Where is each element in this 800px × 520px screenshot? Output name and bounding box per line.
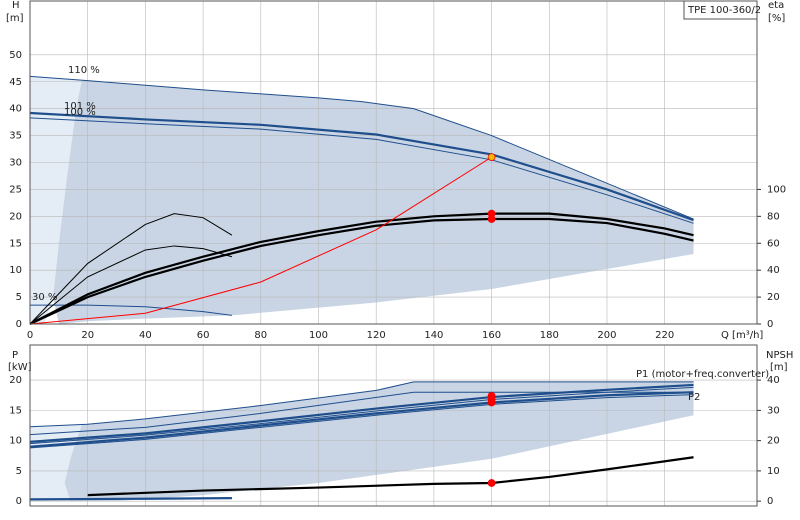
x-tick-label: 120 [367, 330, 386, 341]
plot-frame [29, 344, 758, 507]
plot-frame [29, 0, 758, 325]
curve [29, 117, 694, 224]
x-tick-label: 0 [27, 330, 33, 341]
point-marker [487, 153, 496, 162]
y2-tick-label: 100 [767, 184, 786, 195]
curve [29, 213, 233, 325]
curve [29, 383, 694, 443]
y-axis-label: P [12, 350, 18, 361]
curve [29, 497, 232, 501]
y2-axis-label: NPSH [766, 350, 793, 361]
x-tick-label: 100 [309, 330, 328, 341]
curve [29, 394, 694, 449]
y-tick-label: 45 [9, 77, 22, 88]
x-tick-label: 180 [540, 330, 559, 341]
y2-axis-label: eta [768, 0, 784, 11]
y-tick-label: 5 [16, 292, 22, 303]
point-marker [487, 479, 496, 487]
y2-tick-label: 0 [767, 496, 773, 507]
y-tick-label: 20 [9, 375, 22, 386]
curve [29, 381, 694, 428]
y2-tick-label: 60 [767, 238, 780, 249]
curve [29, 111, 694, 222]
y-tick-label: 35 [9, 131, 22, 142]
x-tick-label: 140 [424, 330, 443, 341]
y-axis-unit: [m] [6, 13, 24, 24]
operating-range [64, 381, 694, 502]
y-tick-label: 5 [16, 466, 22, 477]
y2-tick-label: 0 [767, 319, 773, 330]
curve-label: 110 % [68, 65, 100, 76]
curve [87, 456, 694, 497]
y-tick-label: 0 [16, 496, 22, 507]
curve [29, 217, 694, 325]
curve [29, 156, 492, 325]
operating-range [30, 76, 82, 324]
y-tick-label: 20 [9, 211, 22, 222]
y2-axis-unit: [m] [770, 362, 788, 373]
y-tick-label: 10 [9, 436, 22, 447]
y-tick-label: 50 [9, 50, 22, 61]
y2-tick-label: 20 [767, 436, 780, 447]
operating-range [53, 80, 694, 324]
point-marker [487, 215, 496, 223]
y2-tick-label: 40 [767, 375, 780, 386]
x-tick-label: 40 [139, 330, 152, 341]
y2-tick-label: 20 [767, 292, 780, 303]
curve-label: 100 % [64, 107, 96, 118]
y2-tick-label: 30 [767, 405, 780, 416]
y-tick-label: 15 [9, 405, 22, 416]
y-tick-label: 30 [9, 158, 22, 169]
curve [29, 245, 233, 325]
curve-label: P2 [688, 392, 700, 403]
y2-tick-label: 40 [767, 265, 780, 276]
curve [29, 386, 694, 445]
y2-tick-label: 80 [767, 211, 780, 222]
curve-label: P1 (motor+freq.converter) [636, 369, 769, 380]
y-tick-label: 40 [9, 104, 22, 115]
curve-label: 101 % [64, 101, 96, 112]
y2-axis-unit: [%] [768, 13, 785, 24]
y-axis-label: H [12, 0, 20, 11]
point-marker [487, 398, 496, 407]
curve [29, 75, 694, 220]
x-tick-label: 20 [81, 330, 94, 341]
curve [29, 391, 694, 448]
y2-tick-label: 10 [767, 466, 780, 477]
title-box [683, 0, 758, 20]
y-tick-label: 0 [16, 319, 22, 330]
curve [29, 391, 694, 436]
x-tick-label: 200 [597, 330, 616, 341]
chart-title: TPE 100-360/2 [687, 5, 761, 16]
x-tick-label: 220 [655, 330, 674, 341]
x-tick-label: 60 [197, 330, 210, 341]
y-tick-label: 15 [9, 238, 22, 249]
x-axis-label: Q [m³/h] [721, 330, 763, 341]
y-tick-label: 10 [9, 265, 22, 276]
y-tick-label: 25 [9, 184, 22, 195]
curve [29, 212, 694, 325]
y-axis-unit: [kW] [8, 362, 32, 373]
x-tick-label: 80 [254, 330, 267, 341]
curve-label: 30 % [32, 292, 57, 303]
x-tick-label: 160 [482, 330, 501, 341]
